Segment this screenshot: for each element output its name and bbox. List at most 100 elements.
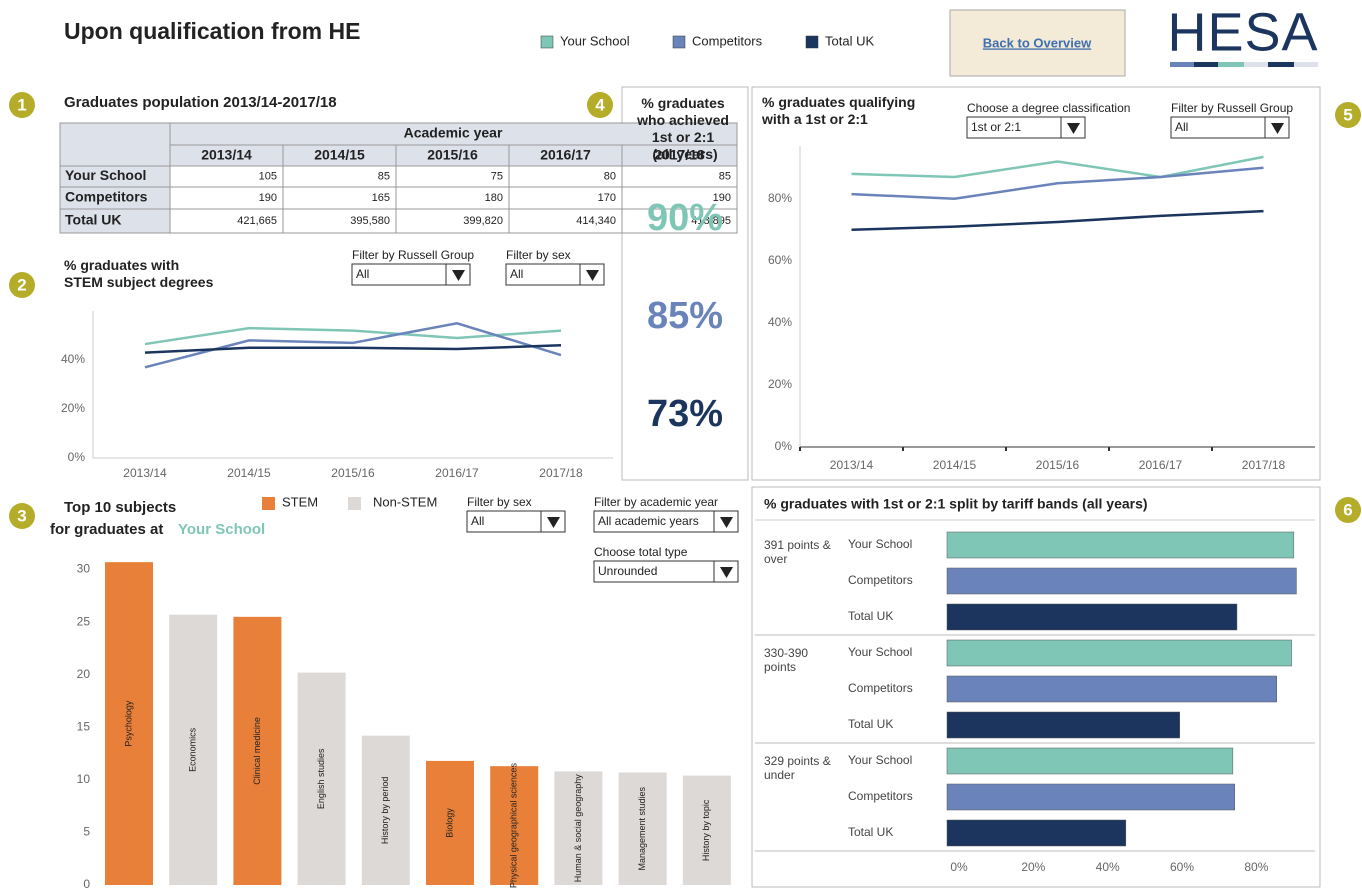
kpi-panel (621, 86, 749, 481)
dropdown-arrow (1067, 123, 1080, 134)
dropdown[interactable] (593, 560, 739, 583)
dropdown[interactable] (593, 510, 739, 533)
bar (169, 614, 218, 885)
row-label: Your School (848, 753, 912, 767)
table-cell: 165 (372, 192, 390, 204)
y-tick-label: 20% (768, 377, 792, 391)
dropdown-value: All academic years (598, 514, 699, 528)
group-label: 329 points & under (764, 754, 834, 782)
bar (105, 562, 153, 885)
badge (9, 503, 35, 529)
table-column-header: 2017/18 (654, 147, 705, 163)
dropdown[interactable] (966, 116, 1086, 139)
table-group-header: Academic year (404, 125, 503, 141)
chart-title: Top 10 subjects (64, 499, 176, 516)
bar (361, 735, 410, 885)
legend-label: Competitors (692, 33, 763, 48)
row-label: Total UK (848, 609, 893, 623)
kpi-value: 90% (647, 197, 723, 239)
bar (682, 775, 731, 885)
bar (946, 531, 1295, 559)
table-cell: 170 (598, 192, 616, 204)
back-button[interactable] (949, 9, 1126, 77)
series-line (851, 166, 1264, 201)
table-title: Graduates population 2013/14-2017/18 (64, 94, 337, 111)
chart-subtitle-highlight: Your School (178, 521, 265, 538)
table-row-label: Your School (65, 167, 146, 183)
dropdown-arrow (720, 517, 733, 528)
dropdown-value: All (356, 267, 369, 281)
bar (297, 672, 346, 885)
dropdown-arrow (586, 270, 599, 281)
series-line (851, 155, 1264, 179)
logo: HESA (1167, 2, 1318, 62)
y-tick-label: 15 (77, 719, 91, 733)
bar (426, 760, 474, 885)
bar-label: Physical geographical sciences (509, 763, 519, 889)
kpi-value: 85% (647, 295, 723, 337)
badge-number: 6 (1343, 500, 1352, 519)
badge-number: 3 (17, 506, 26, 525)
series-line (144, 344, 562, 354)
table-column-header: 2014/15 (314, 147, 365, 163)
bar (946, 819, 1127, 847)
badge (9, 272, 35, 298)
bar-label: Human & social geography (573, 774, 583, 883)
bar (554, 771, 603, 885)
table-column-header: 2016/17 (540, 147, 591, 163)
table-cell: 105 (259, 170, 277, 182)
x-tick-label: 20% (1021, 860, 1045, 874)
y-tick-label: 20% (61, 401, 85, 415)
x-tick-label: 2013/14 (123, 466, 167, 480)
table-cell: 395,580 (350, 215, 390, 227)
x-tick-label: 2013/14 (830, 458, 874, 472)
chart-title: % graduates qualifying with a 1st or 2:1 (761, 94, 919, 127)
y-tick-label: 0% (68, 450, 86, 464)
table-cell: 414,340 (576, 215, 616, 227)
table-row-label: Total UK (65, 212, 122, 228)
x-tick-label: 2014/15 (933, 458, 977, 472)
bar-label: Biology (444, 808, 454, 838)
table-cell: 190 (259, 192, 277, 204)
bar (946, 747, 1234, 775)
chart-title: % graduates with STEM subject degrees (64, 257, 214, 290)
dropdown-value: Unrounded (598, 564, 657, 578)
table-cell: 190 (713, 192, 731, 204)
dropdown[interactable] (351, 263, 471, 286)
bar (233, 616, 282, 885)
bar (618, 772, 667, 885)
y-tick-label: 30 (77, 562, 91, 576)
back-button-label[interactable]: Back to Overview (983, 35, 1092, 50)
table-cell: 75 (491, 170, 503, 182)
dropdown-value: All (510, 267, 523, 281)
filter-label: Filter by sex (506, 248, 571, 262)
row-label: Competitors (848, 573, 913, 587)
x-tick-label: 60% (1170, 860, 1194, 874)
legend-label: Your School (560, 33, 630, 48)
y-tick-label: 40% (61, 352, 85, 366)
row-label: Your School (848, 537, 912, 551)
row-label: Competitors (848, 681, 913, 695)
y-tick-label: 0% (775, 439, 793, 453)
filter-label: Filter by sex (467, 495, 532, 509)
bar (946, 711, 1180, 739)
badge (9, 92, 35, 118)
table-border (59, 122, 738, 234)
y-tick-label: 40% (768, 315, 792, 329)
x-tick-label: 40% (1096, 860, 1120, 874)
dropdown-arrow (452, 270, 465, 281)
bar (946, 783, 1235, 811)
table-cell: 85 (378, 170, 390, 182)
bar (946, 567, 1297, 595)
row-label: Competitors (848, 789, 913, 803)
logo-stripe (1170, 62, 1318, 67)
bar (946, 639, 1292, 667)
y-tick-label: 25 (77, 614, 91, 628)
dropdown[interactable] (1170, 116, 1290, 139)
y-tick-label: 5 (83, 825, 90, 839)
table-cell: 418,895 (691, 215, 731, 227)
y-tick-label: 10 (77, 772, 91, 786)
y-tick-label: 20 (77, 667, 91, 681)
legend-label: STEM (282, 494, 318, 509)
legend-swatch (540, 35, 554, 49)
